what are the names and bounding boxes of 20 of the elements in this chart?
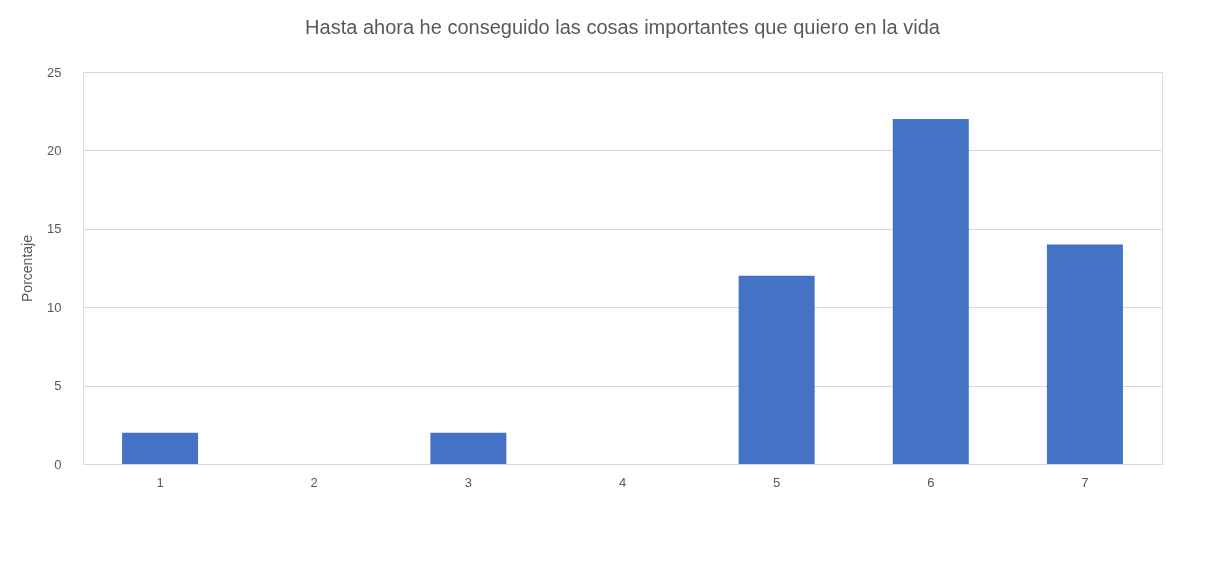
y-tick-label: 15 [47,221,62,237]
y-tick-label: 5 [54,378,62,394]
y-tick-label: 0 [54,456,62,472]
x-tick-label: 1 [156,474,164,490]
bar [122,432,199,464]
y-tick-label: 10 [47,299,62,315]
chart-title: Hasta ahora he conseguido las cosas importantes que quiero en la vida [305,16,941,38]
bar [892,119,969,464]
bar [738,275,815,464]
y-axis-title: Porcentaje [19,234,36,302]
y-tick-label: 25 [47,64,62,80]
x-tick-label: 3 [464,474,472,490]
y-tick-label: 20 [47,142,62,158]
x-tick-label: 2 [310,474,318,490]
bar [430,432,507,464]
x-tick-label: 7 [1081,474,1089,490]
x-tick-label: 4 [618,474,627,490]
x-tick-label: 5 [773,474,781,490]
bar [1046,244,1123,464]
x-tick-label: 6 [927,474,935,490]
